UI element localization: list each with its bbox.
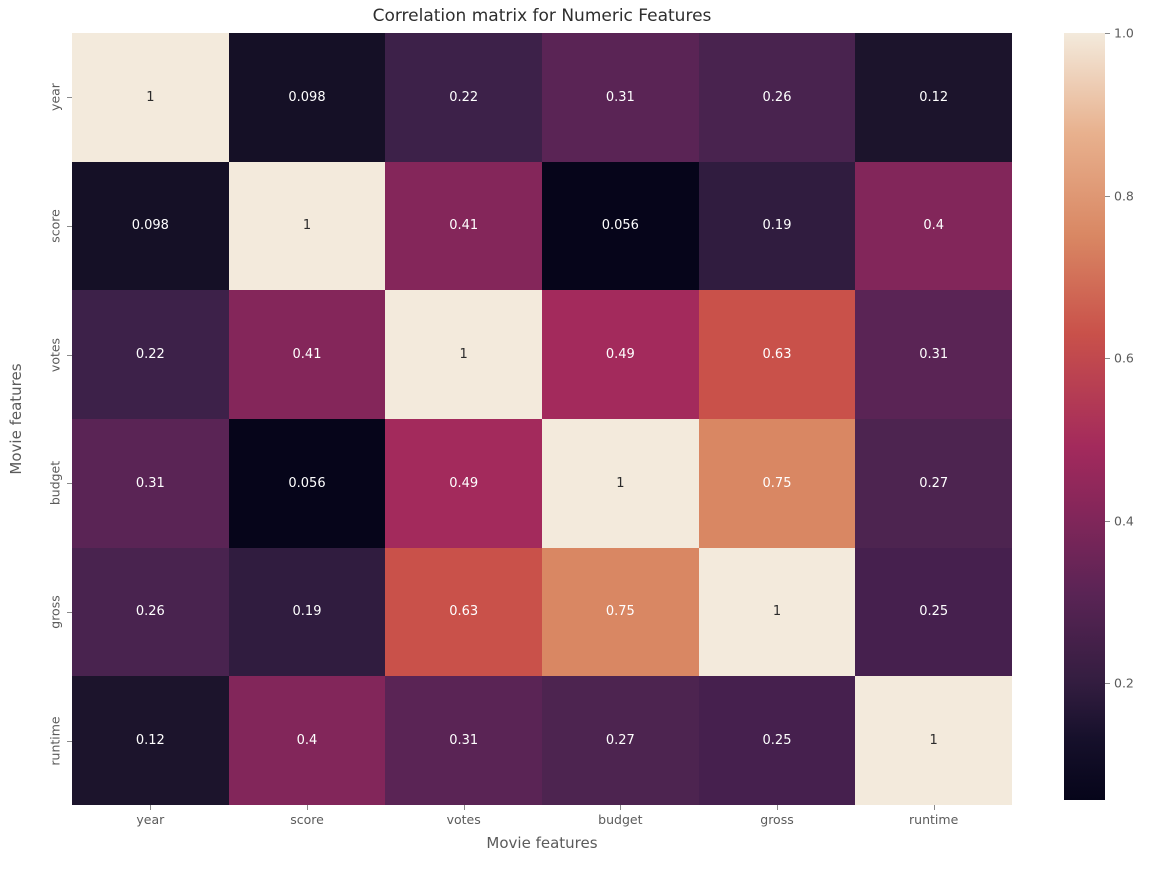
colorbar-tick-label: 0.4 [1114, 513, 1134, 528]
heatmap-cell: 0.31 [72, 419, 229, 548]
y-tick-label: year [47, 83, 63, 112]
x-tick-label: budget [598, 812, 643, 827]
heatmap-cell: 0.75 [698, 419, 856, 548]
heatmap-cell: 0.31 [855, 290, 1012, 419]
heatmap-cell: 1 [385, 290, 542, 419]
colorbar-tick-label: 0.2 [1114, 675, 1134, 691]
heatmap-cell: 1 [72, 33, 229, 162]
heatmap-cell: 0.098 [228, 33, 386, 162]
heatmap-grid: 1 0.098 0.22 0.31 0.26 0.12 0.098 1 0.41 0.056 0.1… [72, 33, 1012, 805]
heatmap-cell: 0.31 [385, 676, 542, 805]
heatmap-cell: 0.4 [855, 161, 1012, 291]
heatmap-cell: 0.098 [72, 161, 229, 291]
y-tick-label: votes [47, 337, 63, 372]
heatmap-cell: 0.25 [698, 676, 856, 805]
heatmap-cell: 0.26 [72, 547, 229, 677]
y-tick-mark [67, 740, 72, 742]
y-tick-mark [67, 226, 72, 227]
heatmap-cell: 0.22 [72, 290, 229, 419]
heatmap-cell: 0.19 [698, 161, 856, 291]
y-tick-mark [67, 483, 72, 485]
heatmap-cell: 0.19 [228, 547, 386, 677]
heatmap-cell: 0.12 [72, 676, 229, 805]
heatmap-cell: 0.75 [542, 547, 699, 677]
x-tick-label: runtime [909, 812, 959, 827]
heatmap-cell: 0.22 [385, 33, 542, 162]
y-tick-label: score [47, 209, 63, 243]
y-tick-label: runtime [47, 716, 63, 766]
chart-title: Correlation matrix for Numeric Features [372, 6, 712, 26]
x-axis-label: Movie features [486, 834, 598, 852]
heatmap-cell: 1 [698, 547, 856, 677]
heatmap-cell: 0.4 [228, 676, 386, 805]
heatmap-cell: 0.12 [855, 33, 1012, 162]
colorbar-tick-label: 0.6 [1114, 350, 1134, 366]
x-tick-mark [620, 805, 622, 810]
x-tick-label: votes [446, 812, 481, 827]
x-tick-mark [933, 805, 935, 810]
heatmap-cell: 0.27 [855, 419, 1012, 548]
colorbar-tick-mark [1105, 33, 1110, 34]
colorbar-tick-label: 1.0 [1114, 25, 1134, 41]
heatmap-cell: 0.25 [855, 547, 1012, 677]
heatmap-cell: 0.63 [698, 290, 856, 419]
colorbar-tick-label: 0.8 [1114, 188, 1134, 203]
heatmap-cell: 0.49 [542, 290, 699, 419]
y-tick-label: gross [47, 595, 63, 629]
y-tick-mark [67, 612, 72, 613]
heatmap-cell: 0.63 [385, 547, 542, 677]
heatmap-cell: 0.27 [542, 676, 699, 805]
colorbar-tick-mark [1105, 195, 1110, 197]
heatmap-cell: 0.31 [542, 33, 699, 162]
heatmap-cell: 0.26 [698, 33, 856, 162]
x-tick-label: year [136, 812, 165, 827]
x-tick-mark [307, 805, 308, 810]
heatmap-cell: 1 [228, 161, 386, 291]
y-tick-label: budget [47, 461, 63, 506]
heatmap-cell: 0.49 [385, 419, 542, 548]
heatmap-cell: 0.056 [542, 161, 699, 291]
heatmap-cell: 0.41 [228, 290, 386, 419]
x-tick-mark [777, 805, 778, 810]
y-tick-mark [67, 97, 72, 99]
heatmap-cell: 0.41 [385, 161, 542, 291]
x-tick-label: gross [760, 812, 794, 827]
x-tick-label: score [290, 812, 324, 827]
colorbar-tick-mark [1105, 358, 1110, 359]
x-tick-mark [463, 805, 465, 810]
colorbar-tick-mark [1105, 683, 1110, 684]
colorbar-tick-mark [1105, 520, 1110, 522]
y-axis-label: Movie features [7, 363, 25, 475]
y-tick-mark [67, 354, 72, 356]
heatmap-cell: 1 [542, 419, 699, 548]
colorbar [1064, 33, 1105, 800]
heatmap-cell: 0.056 [228, 419, 386, 548]
x-tick-mark [150, 805, 152, 810]
heatmap-cell: 1 [855, 676, 1012, 805]
